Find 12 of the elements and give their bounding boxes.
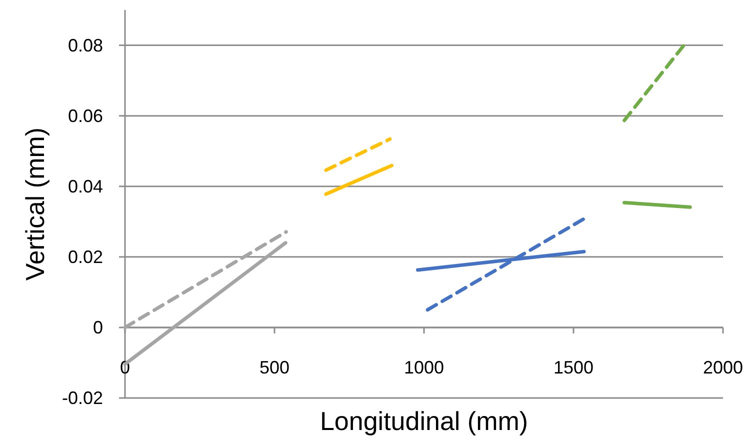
y-tick-label: 0 (92, 317, 103, 338)
x-tick-label: 1500 (553, 357, 594, 378)
x-tick-label: 500 (259, 357, 290, 378)
y-axis-title: Vertical (mm) (20, 127, 50, 281)
x-axis-title: Longitudinal (mm) (320, 406, 528, 436)
y-tick-label: 0.06 (68, 106, 103, 126)
y-tick-label: 0.04 (68, 176, 103, 196)
y-tick-label: 0.02 (68, 246, 103, 267)
y-tick-label: -0.02 (62, 388, 103, 408)
x-tick-label: 1000 (404, 357, 444, 378)
x-tick-label: 2000 (702, 357, 744, 378)
y-tick-label: 0.08 (68, 35, 103, 56)
